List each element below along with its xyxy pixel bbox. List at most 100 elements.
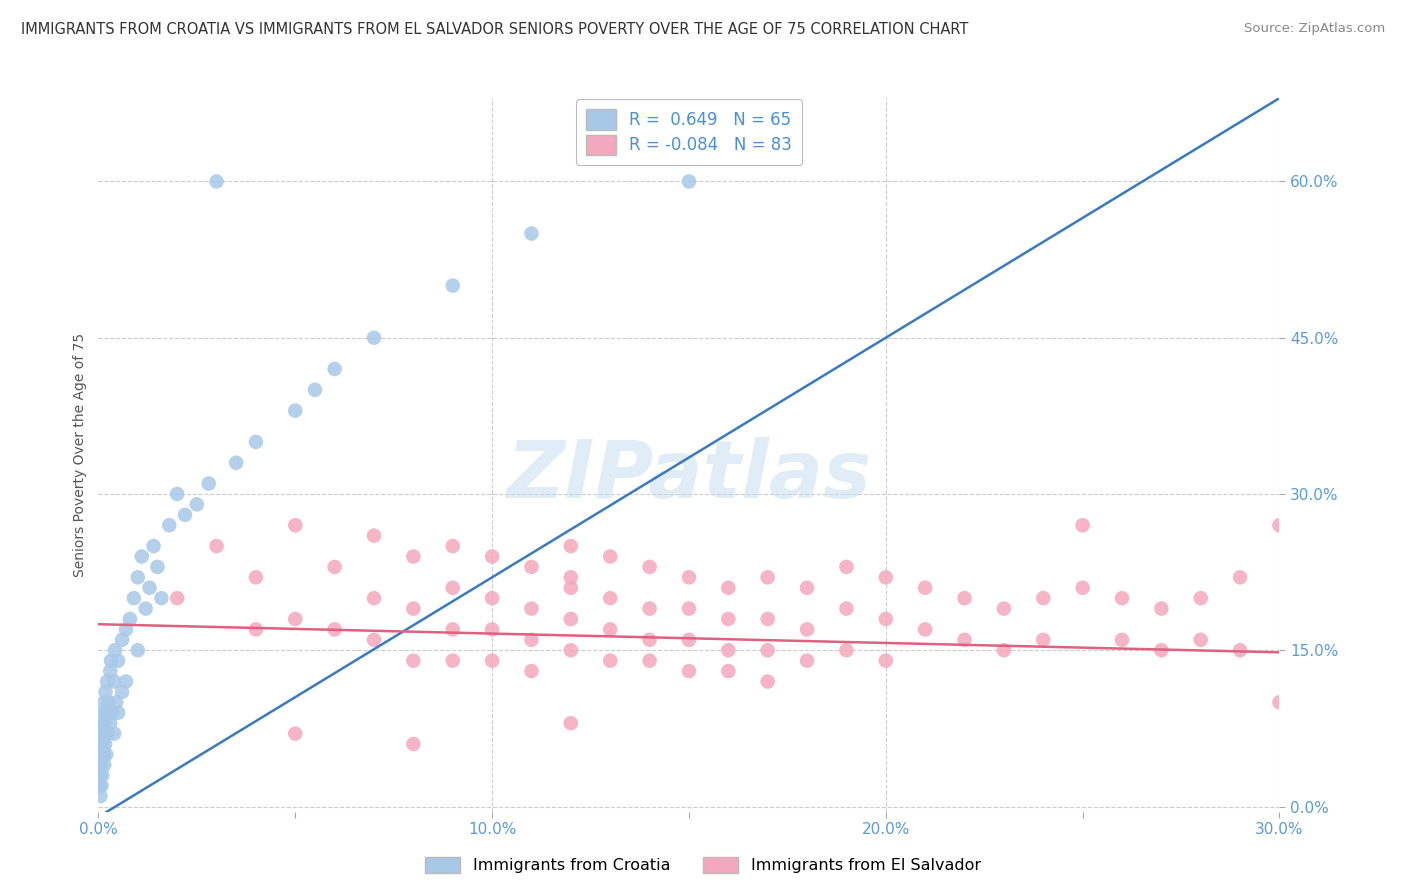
Point (560, 570, 582, 584)
Point (103, 674, 125, 689)
Point (186, 497, 208, 511)
Text: IMMIGRANTS FROM CROATIA VS IMMIGRANTS FROM EL SALVADOR SENIORS POVERTY OVER THE : IMMIGRANTS FROM CROATIA VS IMMIGRANTS FR… (21, 22, 969, 37)
Point (1229, 570, 1251, 584)
Point (284, 612, 307, 626)
Point (678, 570, 700, 584)
Point (875, 612, 897, 626)
Point (875, 654, 897, 668)
Point (835, 560, 858, 574)
Point (131, 549, 153, 564)
Point (101, 706, 124, 720)
Point (993, 643, 1015, 657)
Point (1111, 591, 1133, 606)
Point (717, 643, 740, 657)
Point (323, 362, 346, 376)
Point (402, 737, 425, 751)
Point (1032, 591, 1054, 606)
Point (284, 403, 307, 417)
Point (93, 695, 115, 709)
Point (520, 227, 543, 241)
Point (94, 737, 117, 751)
Point (104, 643, 127, 657)
Point (441, 278, 464, 293)
Point (363, 529, 385, 543)
Point (481, 591, 503, 606)
Point (1150, 601, 1173, 615)
Point (323, 560, 346, 574)
Point (115, 623, 138, 637)
Text: ZIPatlas: ZIPatlas (506, 437, 872, 516)
Point (599, 654, 621, 668)
Point (127, 643, 149, 657)
Point (441, 654, 464, 668)
Point (993, 601, 1015, 615)
Point (157, 518, 180, 533)
Point (304, 383, 326, 397)
Point (520, 632, 543, 647)
Point (98, 664, 121, 678)
Y-axis label: Seniors Poverty Over the Age of 75: Seniors Poverty Over the Age of 75 (73, 333, 87, 577)
Point (118, 612, 141, 626)
Point (90, 737, 112, 751)
Point (107, 706, 129, 720)
Point (166, 487, 188, 501)
Point (717, 664, 740, 678)
Point (520, 664, 543, 678)
Point (93, 747, 115, 762)
Point (96, 747, 118, 762)
Point (91, 747, 114, 762)
Point (225, 456, 247, 470)
Point (796, 654, 818, 668)
Point (481, 654, 503, 668)
Point (756, 570, 779, 584)
Point (1189, 591, 1212, 606)
Point (363, 632, 385, 647)
Point (560, 539, 582, 553)
Point (107, 654, 129, 668)
Point (89, 747, 111, 762)
Point (122, 591, 145, 606)
Point (560, 716, 582, 731)
Point (94, 685, 117, 699)
Point (638, 654, 661, 668)
Point (111, 632, 134, 647)
Point (323, 623, 346, 637)
Point (284, 726, 307, 740)
Point (93, 716, 115, 731)
Point (835, 643, 858, 657)
Point (91, 706, 114, 720)
Point (402, 549, 425, 564)
Point (205, 174, 228, 188)
Point (100, 654, 122, 668)
Point (89, 779, 111, 793)
Point (599, 591, 621, 606)
Point (953, 632, 976, 647)
Point (245, 570, 267, 584)
Point (481, 623, 503, 637)
Point (138, 581, 160, 595)
Point (520, 560, 543, 574)
Point (756, 643, 779, 657)
Point (875, 570, 897, 584)
Point (1111, 632, 1133, 647)
Point (756, 674, 779, 689)
Point (717, 581, 740, 595)
Point (1268, 518, 1291, 533)
Point (441, 623, 464, 637)
Legend: Immigrants from Croatia, Immigrants from El Salvador: Immigrants from Croatia, Immigrants from… (419, 850, 987, 880)
Legend: R =  0.649   N = 65, R = -0.084   N = 83: R = 0.649 N = 65, R = -0.084 N = 83 (576, 99, 801, 165)
Point (90, 779, 112, 793)
Point (127, 570, 149, 584)
Point (678, 174, 700, 188)
Point (90, 726, 112, 740)
Point (97, 695, 120, 709)
Text: Source: ZipAtlas.com: Source: ZipAtlas.com (1244, 22, 1385, 36)
Point (1071, 581, 1094, 595)
Point (1150, 643, 1173, 657)
Point (89, 768, 111, 782)
Point (98, 716, 121, 731)
Point (835, 601, 858, 615)
Point (284, 518, 307, 533)
Point (91, 768, 114, 782)
Point (93, 757, 115, 772)
